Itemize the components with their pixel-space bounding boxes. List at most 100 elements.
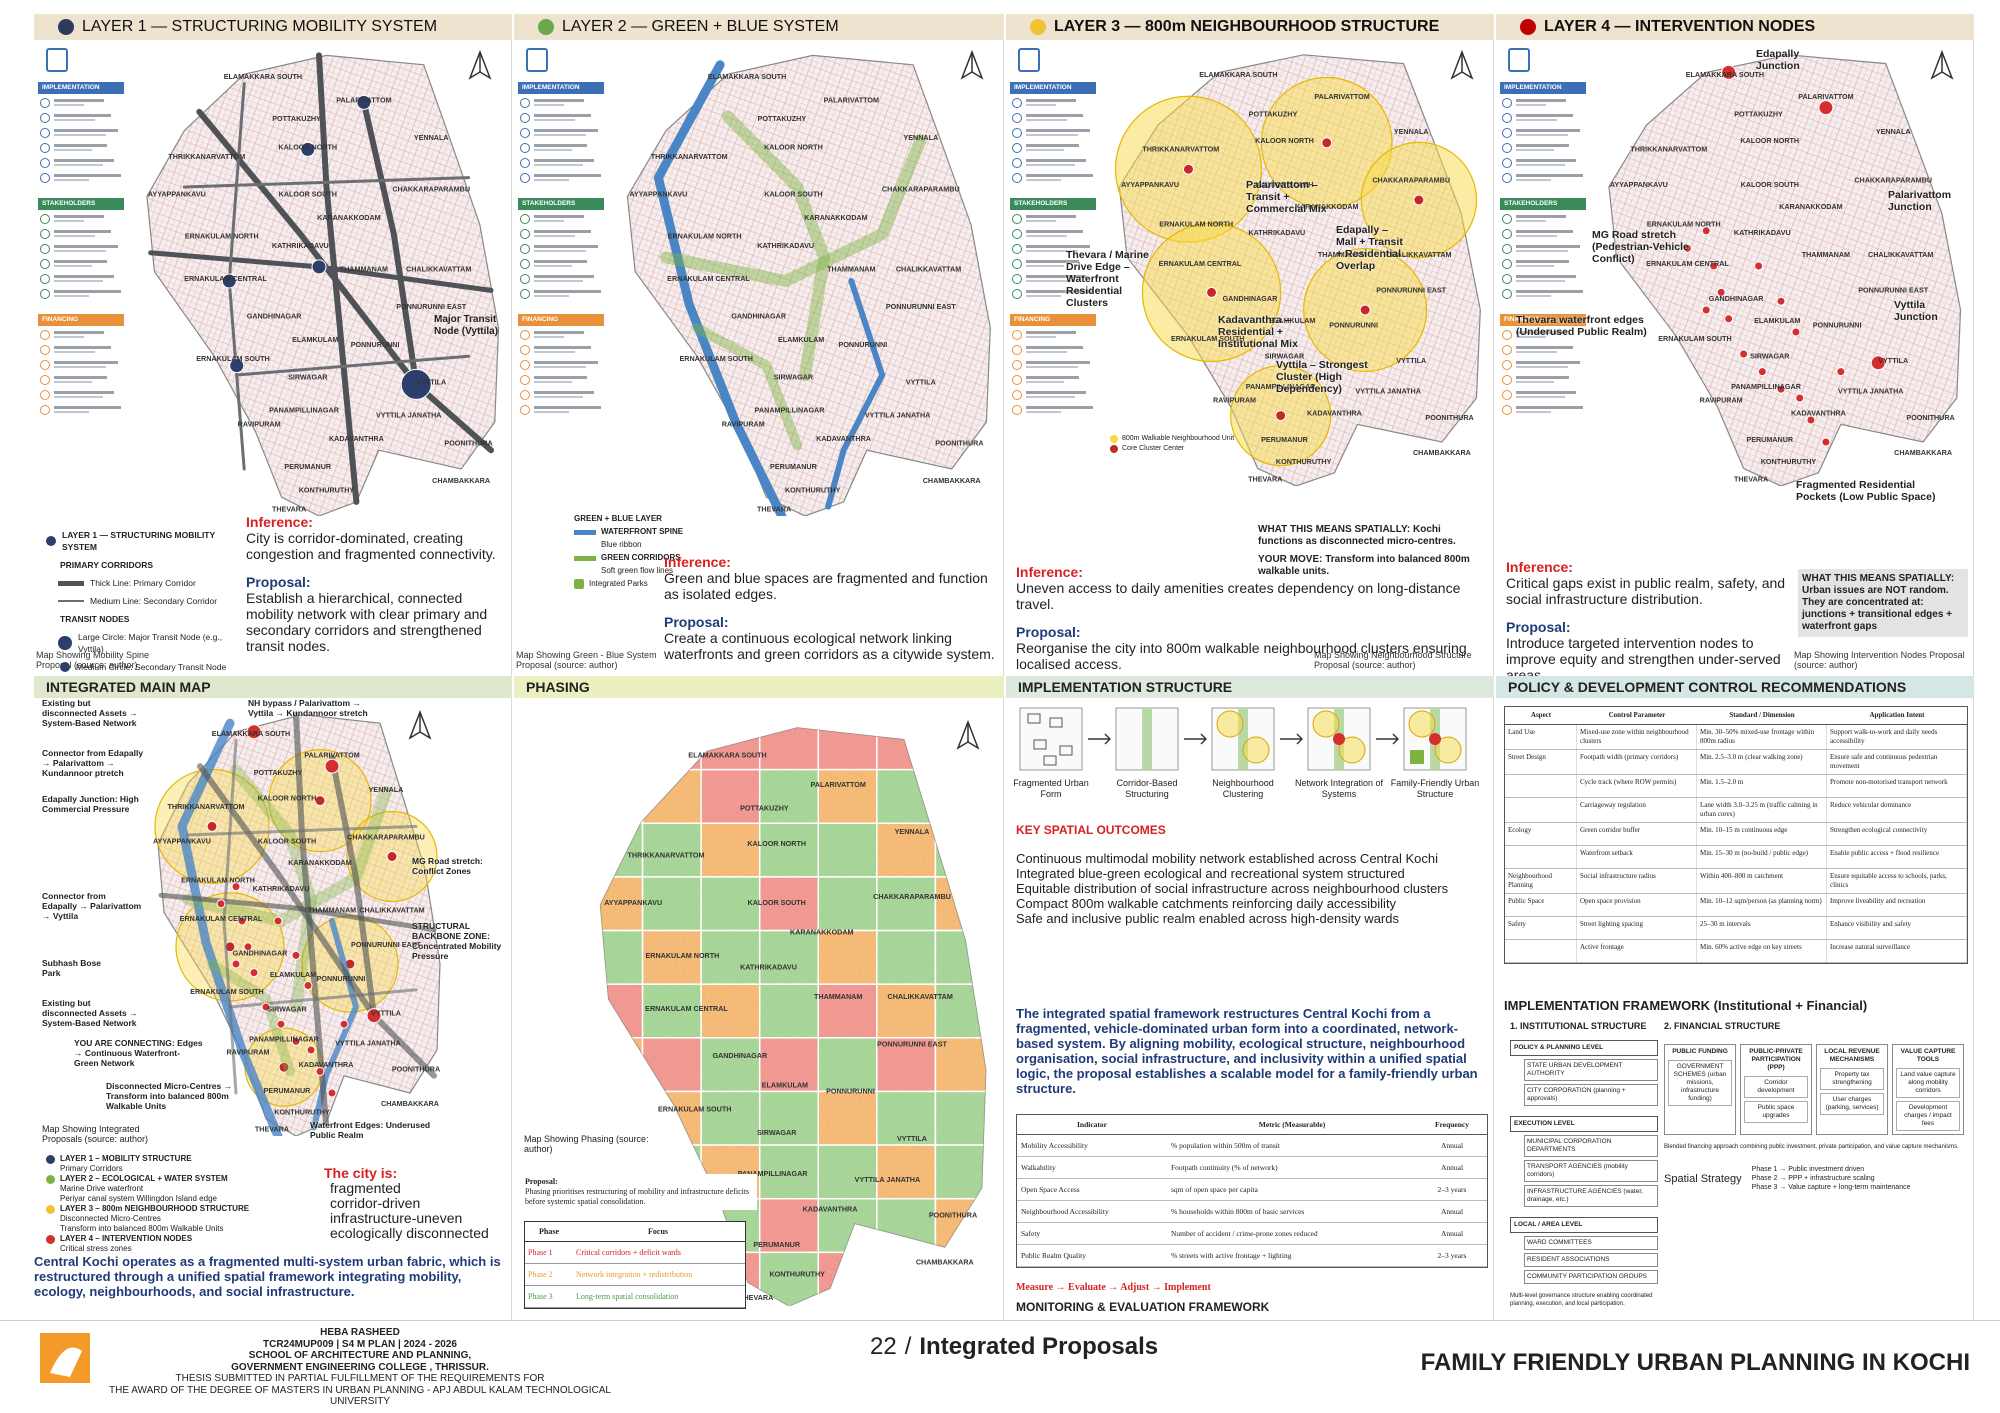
place-label: KADAVANTHRA — [1791, 409, 1846, 418]
legend-text: 800m Walkable Neighbourhood Unit — [1122, 435, 1235, 442]
panel-header: LAYER 4 — INTERVENTION NODES — [1496, 14, 1974, 40]
sidebar-line — [54, 235, 95, 237]
layer-dot — [58, 19, 74, 35]
overlay — [1683, 64, 1886, 447]
annotation: NH bypass / Palarivattom → Vyttila → Kun… — [248, 698, 368, 718]
arrow — [1088, 733, 1111, 745]
table-header-cell: Aspect — [1530, 711, 1552, 719]
table-cell: Annual — [1440, 1229, 1464, 1238]
place-label: PONNURUNNI EAST — [1376, 285, 1446, 294]
ward-zone — [934, 1144, 986, 1200]
city-trait: corridor-driven — [330, 1195, 421, 1211]
column-item: Development charges / impact fees — [1896, 1101, 1960, 1131]
corridor — [1238, 708, 1248, 770]
sidebar-header: FINANCING — [1500, 314, 1586, 326]
node — [237, 916, 247, 926]
sidebar-line — [534, 336, 564, 338]
place-label: VYTTILA — [416, 377, 446, 386]
sidebar-line — [1516, 406, 1583, 409]
place-label: PONNURUNNI EAST — [1858, 285, 1928, 294]
sidebar-icon — [40, 229, 50, 239]
sidebar-line — [54, 411, 89, 413]
city-outline — [626, 54, 991, 516]
sidebar-line — [54, 129, 118, 132]
sidebar-line — [54, 376, 107, 379]
place-label: CHAMBAKKARA — [1413, 448, 1471, 457]
sidebar-line — [1516, 366, 1568, 368]
sidebar-line — [1516, 220, 1546, 222]
sidebar-line — [1516, 250, 1568, 252]
table-cell — [1505, 846, 1577, 868]
ward-zone — [817, 768, 878, 825]
sidebar-line — [534, 134, 586, 136]
sidebar-line — [534, 114, 591, 117]
step-label: Family-Friendly Urban Structure — [1390, 778, 1480, 799]
sidebar-line — [1026, 144, 1079, 147]
map-caption: Map Showing Neighbourhood Structure Prop… — [1314, 650, 1472, 670]
place-label: VYTTILA — [897, 1134, 927, 1143]
sidebar-line — [1516, 99, 1566, 102]
legend-text: Large Circle: Major Transit Node (e.g., … — [78, 632, 223, 654]
financial-columns: PUBLIC FUNDING GOVERNMENT SCHEMES (urban … — [1664, 1044, 1964, 1135]
table-cell: sqm of open space per capita — [1171, 1185, 1258, 1194]
table-row: Active frontage Min. 60% active edge on k… — [1505, 940, 1967, 963]
step-label: Neighbourhood Clustering — [1212, 778, 1274, 799]
place-label: POONITHURA — [1425, 413, 1473, 422]
node — [327, 1088, 337, 1098]
node — [1709, 261, 1719, 271]
map-caption: Map Showing Intervention Nodes Proposal … — [1794, 650, 1965, 670]
place-label: CHALIKKAVATTAM — [888, 992, 953, 1001]
table-cell: Min. 15–30 m (no-build / public edge) — [1697, 846, 1827, 868]
legend-text: Critical stress zones — [60, 1244, 132, 1253]
sidebar-line — [54, 99, 104, 102]
sidebar-icon — [1502, 345, 1512, 355]
ward-zone — [817, 822, 878, 878]
sidebar-line — [534, 220, 564, 222]
cluster — [1312, 710, 1340, 738]
sidebar-header: IMPLEMENTATION — [1010, 82, 1096, 94]
callout: Palarivattom Junction — [1888, 189, 1952, 213]
arrow — [1280, 733, 1303, 745]
sidebar-line — [1516, 336, 1546, 338]
place-label: CHAKKARAPARAMBU — [873, 892, 951, 901]
table-row: Phase 1 Critical corridors + deficit ward… — [525, 1242, 745, 1264]
sidebar-icon — [520, 259, 530, 269]
place-label: KALOOR NORTH — [1740, 136, 1799, 145]
sidebar-line — [534, 129, 598, 132]
level-item: CITY CORPORATION (planning + approvals) — [1524, 1084, 1658, 1106]
phasing-proposal: Proposal: Phasing prioritises restructuri… — [522, 1174, 757, 1210]
panel-header: LAYER 1 — STRUCTURING MOBILITY SYSTEM — [34, 14, 512, 40]
legend-item: Periyar canal system Willingdon Island e… — [46, 1194, 306, 1204]
sidebar-line — [1516, 346, 1573, 349]
overlay — [1114, 76, 1478, 467]
node — [1724, 314, 1734, 324]
place-label: PONNURUNNI — [1813, 321, 1862, 330]
ward-zone — [700, 1090, 761, 1146]
place-label: GANDHINAGAR — [247, 312, 303, 321]
table-cell: Annual — [1440, 1207, 1464, 1216]
ward-zone — [758, 929, 820, 985]
sidebar-line — [54, 179, 89, 181]
inference-label: Inference: — [1016, 564, 1083, 580]
ward-zone — [876, 876, 937, 932]
proposal-text: Reorganise the city into 800m walkable n… — [1016, 640, 1467, 672]
sidebar-line — [534, 144, 587, 147]
node — [339, 1019, 349, 1029]
sidebar-line — [1026, 215, 1076, 218]
legend-marker — [574, 529, 596, 535]
corridor — [158, 892, 437, 933]
place-label: KALOOR SOUTH — [748, 898, 806, 907]
table-cell: Green corridor buffer — [1577, 823, 1697, 845]
node — [1757, 367, 1767, 377]
legend-marker — [60, 662, 70, 672]
legend-marker — [574, 579, 584, 589]
sidebar-icon — [1012, 158, 1022, 168]
place-label: PONNURUNNI — [839, 340, 888, 349]
sidebar-line — [54, 164, 103, 166]
sidebar-line — [1026, 331, 1076, 334]
sidebar-line — [1026, 361, 1090, 364]
callout: Palarivattom – Transit + Commercial Mix — [1246, 179, 1327, 215]
place-label: PERUMANUR — [770, 462, 818, 471]
legend-item: LAYER 1 — STRUCTURING MOBILITY SYSTEM — [46, 529, 246, 553]
sidebar-icon — [1012, 143, 1022, 153]
